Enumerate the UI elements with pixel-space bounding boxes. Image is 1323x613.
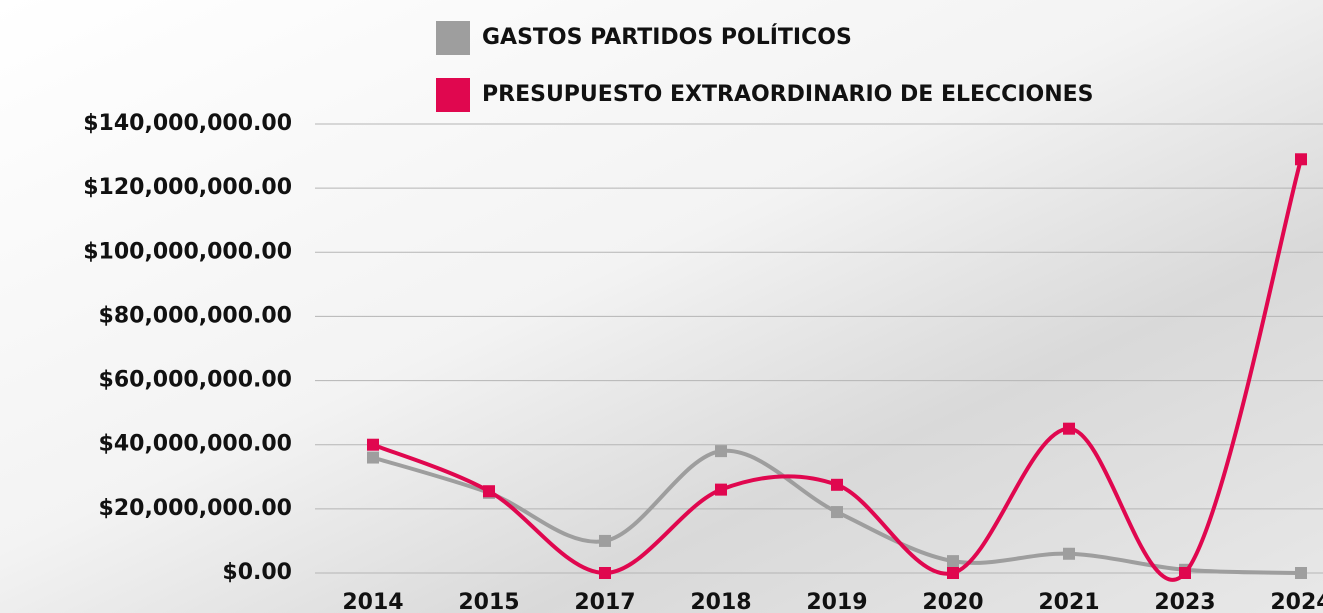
legend-label: GASTOS PARTIDOS POLÍTICOS [482,24,852,50]
x-tick-label: 2020 [922,590,983,613]
point-marker [483,485,495,498]
y-tick-label: $100,000,000.00 [83,239,292,264]
point-marker [715,483,727,496]
point-marker [1295,153,1307,166]
x-tick-label: 2015 [458,590,519,613]
y-tick-label: $40,000,000.00 [99,432,292,457]
point-marker [1063,547,1075,560]
y-tick-label: $80,000,000.00 [99,303,292,328]
y-tick-label: $120,000,000.00 [83,175,292,200]
point-marker [1063,422,1075,435]
legend-swatch [436,21,470,55]
legend-swatch [436,78,470,112]
y-tick-label: $60,000,000.00 [99,368,292,393]
point-marker [1295,567,1307,579]
point-marker [599,567,611,579]
x-tick-label: 2024 [1270,590,1323,613]
x-tick-label: 2018 [690,590,751,613]
point-marker [947,567,959,579]
point-marker [367,451,379,464]
y-tick-label: $140,000,000.00 [83,111,292,136]
point-marker [1179,567,1191,579]
x-tick-label: 2017 [574,590,635,613]
point-marker [831,506,843,519]
point-marker [715,445,727,458]
x-tick-label: 2023 [1154,590,1215,613]
y-tick-label: $0.00 [222,560,292,585]
legend-label: PRESUPUESTO EXTRAORDINARIO DE ELECCIONES [482,82,1094,107]
x-tick-label: 2014 [342,590,403,613]
x-tick-label: 2019 [806,590,867,613]
point-marker [599,534,611,547]
x-tick-label: 2021 [1038,590,1099,613]
series-line [372,448,1302,575]
point-marker [947,555,959,568]
point-marker [367,438,379,451]
y-tick-label: $20,000,000.00 [99,496,292,521]
point-marker [831,478,843,491]
